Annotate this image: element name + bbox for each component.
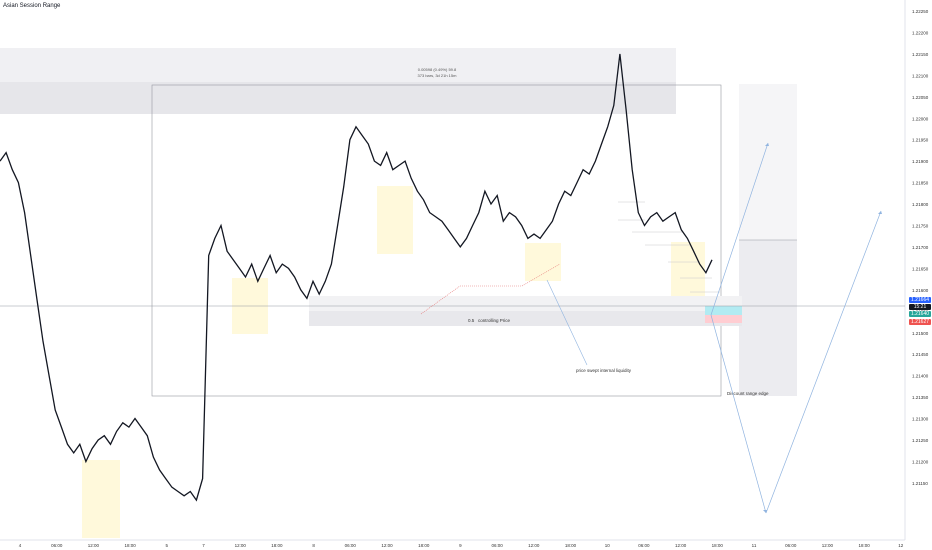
sweep-label: price swept internal liquidity bbox=[576, 368, 632, 373]
step-levels bbox=[618, 201, 720, 293]
time-tick-label: 12:00 bbox=[675, 543, 687, 548]
price-tick-label: 1.21900 bbox=[912, 159, 929, 164]
projection-arrow-end-icon bbox=[878, 211, 882, 214]
price-tick-label: 1.22200 bbox=[912, 30, 929, 35]
price-badge-bid: 1.21640 bbox=[909, 311, 931, 317]
time-axis[interactable]: 4 06:00 12:00 18:00 5 7 12:00 18:00 8 06:00 12:00 1… bbox=[19, 543, 904, 548]
price-tick-label: 1.21500 bbox=[912, 331, 929, 336]
price-tick-label: 1.22000 bbox=[912, 116, 929, 121]
dealing-range-box[interactable] bbox=[151, 84, 722, 397]
price-tick-label: 1.21650 bbox=[912, 266, 929, 271]
sweep-line-right bbox=[521, 263, 561, 287]
time-tick-label: 4 bbox=[19, 543, 22, 548]
price-tick-label: 1.21200 bbox=[912, 459, 929, 464]
bearish-gap-zone bbox=[705, 315, 742, 323]
price-tick-label: 1.21350 bbox=[912, 395, 929, 400]
time-tick-label: 18:00 bbox=[858, 543, 870, 548]
projection-path[interactable] bbox=[710, 142, 882, 514]
time-tick-label: 12:00 bbox=[88, 543, 100, 548]
measure-line1: 0.00598 (0.49%) 59.8 bbox=[418, 67, 457, 72]
time-tick-label: 9 bbox=[459, 543, 462, 548]
price-tick-label: 1.21250 bbox=[912, 438, 929, 443]
time-tick-label: 06:00 bbox=[51, 543, 63, 548]
price-tick-label: 1.22050 bbox=[912, 95, 929, 100]
price-tick-label: 1.21150 bbox=[912, 481, 928, 486]
price-tick-label: 1.21850 bbox=[912, 181, 929, 186]
price-badge-current: 1.21664 bbox=[909, 297, 931, 303]
price-badge-ask: 1.21627 bbox=[909, 319, 931, 325]
price-tick-label: 1.22100 bbox=[912, 73, 929, 78]
price-tick-label: 1.21950 bbox=[912, 138, 929, 143]
price-tick-label: 1.22150 bbox=[912, 52, 929, 57]
price-tick-label: 1.22250 bbox=[912, 9, 929, 14]
time-tick-label: 7 bbox=[202, 543, 205, 548]
time-tick-label: 18:00 bbox=[418, 543, 430, 548]
time-tick-label: 5 bbox=[166, 543, 169, 548]
time-tick-label: 10 bbox=[605, 543, 611, 548]
time-tick-label: 06:00 bbox=[491, 543, 503, 548]
price-tick-label: 1.21700 bbox=[912, 245, 929, 250]
time-tick-label: 11 bbox=[752, 543, 757, 548]
time-tick-label: 18:00 bbox=[271, 543, 283, 548]
measure-line2: 373 bars, 3d 21h 15m bbox=[418, 73, 458, 78]
time-tick-label: 06:00 bbox=[638, 543, 650, 548]
bullish-gap-zone bbox=[705, 306, 742, 315]
projection-arrow-down-icon bbox=[763, 510, 767, 513]
time-tick-label: 06:00 bbox=[345, 543, 357, 548]
projection-arrow-up-icon bbox=[765, 143, 769, 146]
controlling-price-inner bbox=[309, 311, 742, 326]
discount-zone[interactable] bbox=[739, 240, 797, 396]
premium-zone[interactable] bbox=[739, 84, 797, 240]
time-tick-label: 12 bbox=[898, 543, 904, 548]
time-tick-label: 8 bbox=[312, 543, 315, 548]
time-tick-label: 06:00 bbox=[785, 543, 797, 548]
controlling-price-label: controlling Price bbox=[478, 318, 511, 323]
price-tick-label: 1.21750 bbox=[912, 224, 929, 229]
price-tick-label: 1.21800 bbox=[912, 202, 929, 207]
measure-range-inner bbox=[0, 82, 676, 114]
sweep-callout-line bbox=[546, 279, 588, 366]
asian-session-boxes bbox=[82, 186, 705, 538]
time-tick-label: 12:00 bbox=[381, 543, 393, 548]
price-tick-label: 1.21400 bbox=[912, 374, 929, 379]
price-series bbox=[0, 53, 713, 502]
time-tick-label: 12:00 bbox=[528, 543, 540, 548]
sweep-line-left bbox=[420, 285, 461, 315]
price-badge-countdown: 15:21 bbox=[909, 304, 931, 310]
time-tick-label: 12:00 bbox=[235, 543, 247, 548]
time-tick-label: 18:00 bbox=[124, 543, 136, 548]
time-tick-label: 18:00 bbox=[712, 543, 724, 548]
price-tick-label: 1.21450 bbox=[912, 352, 929, 357]
price-axis[interactable]: 1.22250 1.22200 1.22150 1.22100 1.22050 1.220… bbox=[912, 9, 929, 486]
price-tick-label: 1.21300 bbox=[912, 417, 929, 422]
discount-label: Discount range edge bbox=[727, 391, 769, 396]
indicator-title[interactable]: Asian Session Range bbox=[3, 3, 61, 9]
price-tick-label: 1.21600 bbox=[912, 288, 929, 293]
time-tick-label: 12:00 bbox=[822, 543, 834, 548]
time-tick-label: 18:00 bbox=[565, 543, 577, 548]
level-label: 0.5 bbox=[468, 318, 475, 323]
